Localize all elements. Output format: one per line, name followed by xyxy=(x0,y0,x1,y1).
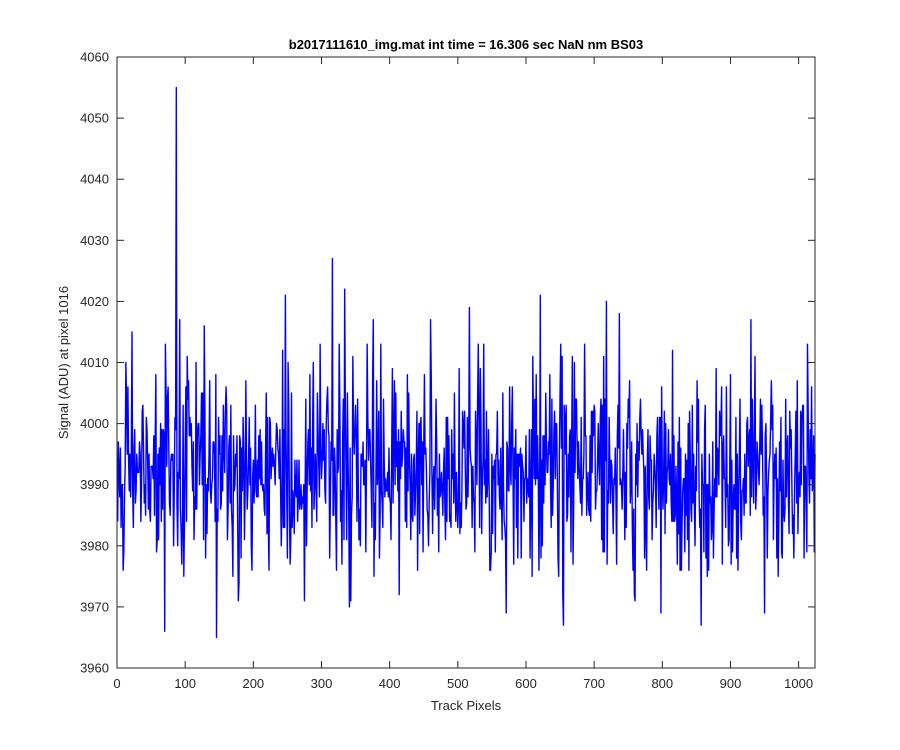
y-tick-label: 4040 xyxy=(80,172,109,187)
x-tick-label: 600 xyxy=(515,676,537,691)
y-tick-label: 4020 xyxy=(80,294,109,309)
x-tick-label: 700 xyxy=(583,676,605,691)
x-tick-label: 800 xyxy=(651,676,673,691)
y-ticks: 3960 3970 3980 3990 4000 4010 4020 4030 4040 4050… xyxy=(80,50,815,676)
x-tick-label: 0 xyxy=(113,676,120,691)
y-tick-label: 4010 xyxy=(80,355,109,370)
signal-series-line xyxy=(116,86,816,639)
x-tick-label: 1000 xyxy=(784,676,813,691)
x-ticks: 0 100 200 300 400 500 600 700 800 900 1000 xyxy=(113,57,813,691)
plot-area xyxy=(117,57,815,668)
y-tick-label: 3970 xyxy=(80,599,109,614)
x-tick-label: 200 xyxy=(242,676,264,691)
x-tick-label: 400 xyxy=(379,676,401,691)
x-tick-label: 100 xyxy=(174,676,196,691)
y-tick-label: 3980 xyxy=(80,538,109,553)
y-tick-label: 4050 xyxy=(80,111,109,126)
y-tick-label: 4060 xyxy=(80,50,109,65)
y-tick-label: 3960 xyxy=(80,661,109,676)
y-axis-label: Signal (ADU) at pixel 1016 xyxy=(56,286,71,439)
y-tick-label: 3990 xyxy=(80,477,109,492)
x-tick-label: 300 xyxy=(311,676,333,691)
x-axis-label: Track Pixels xyxy=(431,698,502,713)
x-tick-label: 900 xyxy=(720,676,742,691)
series-layer xyxy=(116,86,816,639)
y-tick-label: 4030 xyxy=(80,233,109,248)
chart-title: b2017111610_img.mat int time = 16.306 se… xyxy=(289,37,643,52)
x-tick-label: 500 xyxy=(447,676,469,691)
y-tick-label: 4000 xyxy=(80,416,109,431)
